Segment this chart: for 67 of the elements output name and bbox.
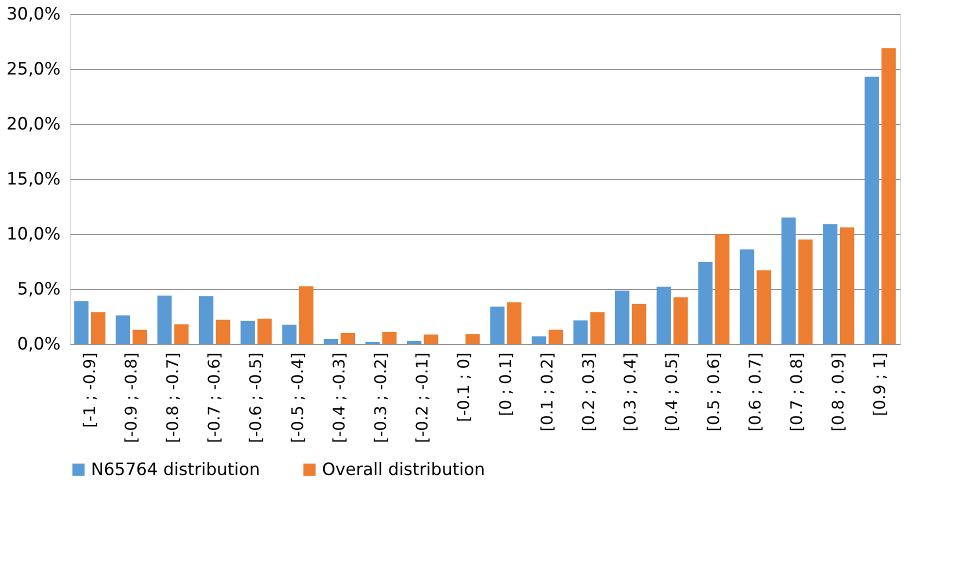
y-tick-label: 10,0% xyxy=(6,224,60,244)
bar xyxy=(632,304,646,344)
y-tick-label: 30,0% xyxy=(6,4,60,24)
bar xyxy=(382,332,397,344)
bar xyxy=(490,306,505,344)
y-tick-label: 15,0% xyxy=(6,170,60,190)
bar xyxy=(740,249,754,344)
y-tick-label: 5,0% xyxy=(17,280,60,300)
x-tick-label: [0.9 ; 1] xyxy=(870,352,890,416)
bar xyxy=(532,336,546,344)
bar xyxy=(174,324,189,344)
bar xyxy=(91,312,106,344)
bar xyxy=(299,286,314,344)
bar xyxy=(324,338,338,344)
x-tick-label: [0.8 ; 0.9] xyxy=(828,352,848,432)
x-tick-label: [-0.6 ; -0.5] xyxy=(246,352,266,443)
x-tick-label: [-0.7 ; -0.6] xyxy=(204,352,224,443)
y-tick-label: 0,0% xyxy=(17,334,60,354)
x-tick-label: [-0.3 ; -0.2] xyxy=(370,352,390,443)
bar xyxy=(132,330,147,344)
x-tick-label: [-0.1 ; 0] xyxy=(454,352,474,422)
bar xyxy=(656,286,671,344)
x-tick-label: [0.7 ; 0.8] xyxy=(787,352,806,432)
bar xyxy=(240,320,255,344)
bar xyxy=(573,320,588,344)
y-tick-label: 20,0% xyxy=(6,114,60,134)
bar xyxy=(116,315,130,344)
bar xyxy=(507,302,522,344)
x-tick-label: [-0.5 ; -0.4] xyxy=(288,352,307,443)
bar xyxy=(864,76,879,344)
bar xyxy=(781,218,796,344)
bar xyxy=(823,224,838,344)
legend-label: Overall distribution xyxy=(322,460,486,480)
bar xyxy=(840,227,854,344)
bar xyxy=(216,320,230,344)
x-tick-label: [-0.8 ; -0.7] xyxy=(162,352,182,443)
bar xyxy=(74,301,88,344)
x-tick-label: [-0.2 ; -0.1] xyxy=(412,352,432,443)
x-tick-label: [0 ; 0.1] xyxy=(496,352,515,416)
bar xyxy=(406,340,422,344)
x-tick-label: [0.5 ; 0.6] xyxy=(704,352,723,432)
x-tick-label: [-1 ; -0.9] xyxy=(80,352,99,428)
bar xyxy=(198,296,214,344)
bar xyxy=(615,290,630,344)
bar xyxy=(465,334,480,344)
x-tick-label: [0.1 ; 0.2] xyxy=(537,352,556,432)
bar xyxy=(548,330,564,344)
legend-label: N65764 distribution xyxy=(91,460,260,480)
bar xyxy=(698,262,713,344)
bar xyxy=(282,324,297,344)
x-tick-label: [0.6 ; 0.7] xyxy=(745,352,764,432)
bar xyxy=(715,234,730,344)
x-tick-label: [-0.9 ; -0.8] xyxy=(121,352,140,443)
bar xyxy=(882,48,896,344)
x-tick-label: [0.3 ; 0.4] xyxy=(620,352,640,432)
bar xyxy=(673,297,688,344)
x-tick-label: [0.2 ; 0.3] xyxy=(579,352,598,432)
bar xyxy=(424,334,438,344)
bar xyxy=(590,312,605,344)
x-tick-label: [-0.4 ; -0.3] xyxy=(329,352,348,443)
bar xyxy=(157,296,172,344)
bar xyxy=(798,240,813,344)
y-tick-label: 25,0% xyxy=(6,60,60,80)
bar xyxy=(756,270,772,344)
x-tick-label: [0.4 ; 0.5] xyxy=(662,352,682,432)
bar xyxy=(340,333,355,344)
bar xyxy=(257,318,272,344)
